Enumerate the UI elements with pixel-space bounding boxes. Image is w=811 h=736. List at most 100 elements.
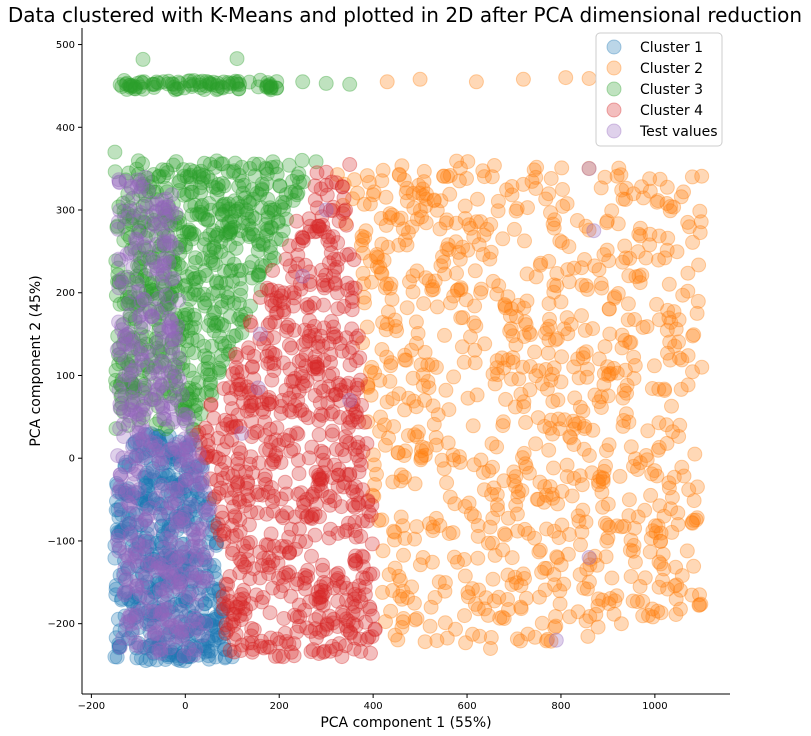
data-point xyxy=(217,649,233,665)
data-point xyxy=(170,477,186,493)
data-point xyxy=(453,310,469,326)
data-point xyxy=(152,634,168,650)
data-point xyxy=(154,556,170,572)
data-point xyxy=(217,642,233,658)
data-point xyxy=(656,508,672,524)
data-point xyxy=(222,263,238,279)
data-point xyxy=(470,518,486,534)
data-point xyxy=(466,315,482,331)
data-point xyxy=(181,458,196,474)
data-point xyxy=(615,390,631,406)
data-point xyxy=(128,507,144,523)
data-point xyxy=(168,331,184,347)
data-point xyxy=(187,498,203,514)
data-point xyxy=(440,435,456,451)
data-point xyxy=(399,237,415,253)
x-tick-label: −200 xyxy=(78,701,105,712)
data-point xyxy=(458,635,474,651)
data-point xyxy=(185,538,200,554)
data-point xyxy=(332,336,348,351)
data-point xyxy=(167,82,183,98)
data-point xyxy=(154,575,170,591)
data-point xyxy=(186,624,202,640)
data-point xyxy=(622,335,638,351)
data-point xyxy=(194,475,210,491)
data-point xyxy=(132,601,148,617)
data-point xyxy=(195,170,211,186)
data-point xyxy=(181,557,197,573)
data-point xyxy=(129,640,144,656)
data-point xyxy=(114,591,130,606)
data-point xyxy=(620,312,636,328)
data-point xyxy=(431,574,447,590)
data-point xyxy=(342,157,358,172)
data-point xyxy=(315,272,331,288)
data-point xyxy=(562,609,578,625)
data-point xyxy=(125,436,141,452)
data-point xyxy=(348,548,364,564)
data-point xyxy=(144,637,160,653)
y-tick-label: 0 xyxy=(69,454,75,465)
data-point xyxy=(243,449,259,465)
data-point xyxy=(689,479,705,495)
data-point xyxy=(162,543,178,559)
data-point xyxy=(121,457,137,473)
data-point xyxy=(140,496,155,512)
data-point xyxy=(201,586,217,602)
data-point xyxy=(627,554,643,570)
data-point xyxy=(117,572,133,588)
data-point xyxy=(119,75,135,91)
data-point xyxy=(177,483,193,499)
data-point xyxy=(383,355,399,371)
data-point xyxy=(124,486,140,502)
data-point xyxy=(183,565,199,581)
data-point xyxy=(269,80,285,96)
data-point xyxy=(663,314,679,330)
data-point xyxy=(490,203,506,219)
data-point xyxy=(258,476,274,492)
data-point xyxy=(246,425,262,441)
data-point xyxy=(553,374,569,390)
data-point xyxy=(300,562,316,578)
data-point xyxy=(124,531,140,547)
data-point xyxy=(109,476,125,491)
data-point xyxy=(191,446,207,462)
data-point xyxy=(410,424,426,440)
data-point xyxy=(170,448,186,464)
data-point xyxy=(136,639,152,655)
data-point xyxy=(165,584,181,599)
data-point xyxy=(107,144,123,160)
data-point xyxy=(269,305,285,321)
data-point xyxy=(391,386,407,402)
data-point xyxy=(171,350,187,366)
data-point xyxy=(287,398,303,414)
data-point xyxy=(195,613,211,629)
data-point xyxy=(230,474,246,490)
data-point xyxy=(180,639,196,655)
legend-marker xyxy=(606,123,622,139)
data-point xyxy=(467,342,483,358)
data-point xyxy=(142,554,158,570)
data-point xyxy=(503,371,519,387)
data-point xyxy=(178,608,194,624)
data-point xyxy=(626,370,642,386)
data-point xyxy=(203,617,218,633)
data-point xyxy=(162,624,178,640)
data-point xyxy=(289,213,305,229)
data-point xyxy=(128,585,144,601)
data-point xyxy=(183,552,199,568)
data-point xyxy=(653,605,669,621)
data-point xyxy=(130,491,146,507)
data-point xyxy=(205,618,221,634)
data-point xyxy=(521,324,537,340)
data-point xyxy=(189,206,205,222)
data-point xyxy=(165,414,181,430)
data-point xyxy=(201,651,217,667)
data-point xyxy=(184,573,200,589)
data-point xyxy=(150,475,166,491)
data-point xyxy=(276,432,292,448)
data-point xyxy=(142,638,158,654)
legend-label: Test values xyxy=(639,124,718,140)
data-point xyxy=(142,638,158,654)
data-point xyxy=(164,441,180,457)
